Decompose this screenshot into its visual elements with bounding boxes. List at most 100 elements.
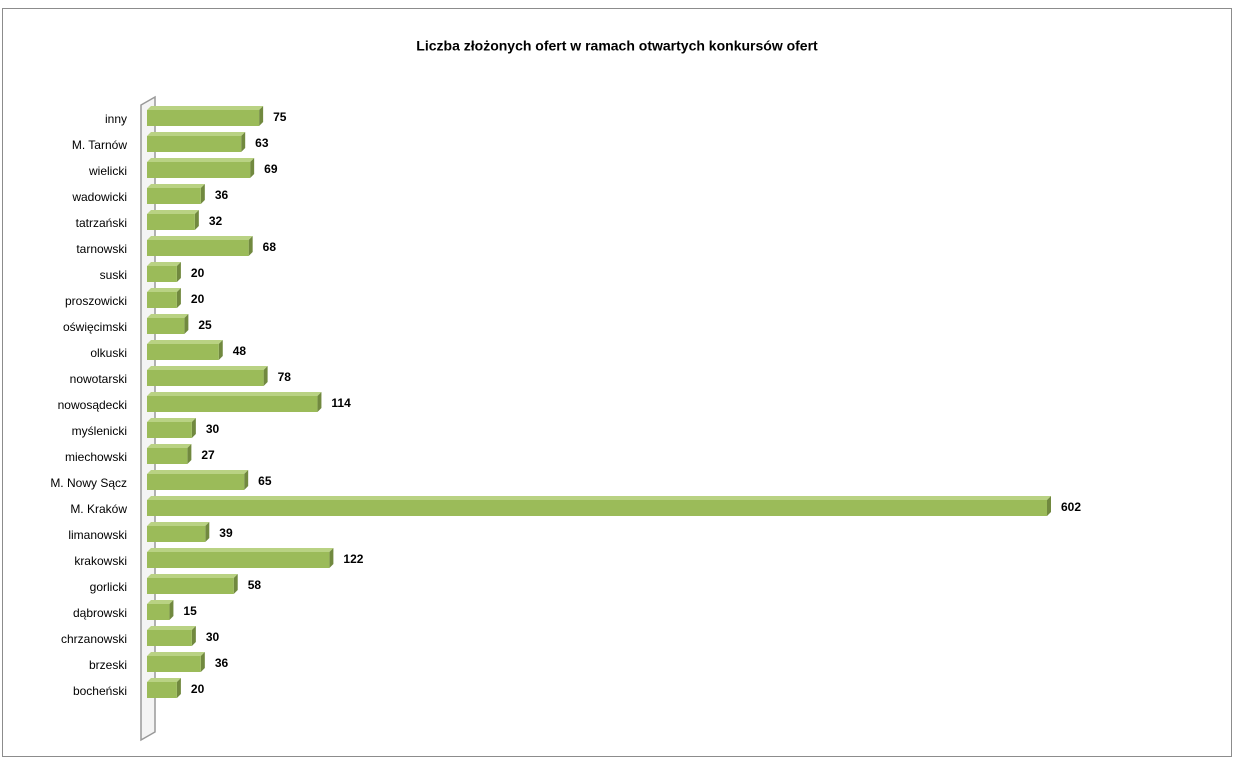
value-label: 68 <box>263 240 277 254</box>
y-tick-label: tarnowski <box>76 242 127 256</box>
bar-front <box>147 266 177 282</box>
bar-front <box>147 136 242 152</box>
y-tick-label: M. Kraków <box>70 502 127 516</box>
bar-top <box>147 340 223 344</box>
value-label: 39 <box>219 526 233 540</box>
y-tick-label: inny <box>105 112 127 126</box>
value-label: 48 <box>233 344 247 358</box>
bar-side <box>263 366 268 386</box>
bar-top <box>147 314 189 318</box>
bar-side <box>329 548 334 568</box>
value-label: 30 <box>206 630 220 644</box>
bar-side <box>184 314 189 334</box>
bar-top <box>147 262 181 266</box>
bar-top <box>147 210 199 214</box>
bar-front <box>147 630 192 646</box>
bar-side <box>176 262 181 282</box>
value-label: 602 <box>1061 500 1081 514</box>
y-tick-label: miechowski <box>65 450 127 464</box>
bar-top <box>147 158 255 162</box>
value-label: 36 <box>215 188 229 202</box>
bar-side <box>259 106 264 126</box>
bar <box>147 652 205 672</box>
y-tick-label: proszowicki <box>65 294 127 308</box>
bar-side <box>218 340 223 360</box>
bar-front <box>147 474 245 490</box>
bar-side <box>187 444 192 464</box>
bar-front <box>147 448 188 464</box>
bar-top <box>147 236 253 240</box>
value-label: 20 <box>191 292 205 306</box>
y-tick-label: olkuski <box>90 346 127 360</box>
bar <box>147 574 238 594</box>
value-label: 65 <box>258 474 272 488</box>
bar-top <box>147 418 196 422</box>
bar <box>147 288 181 308</box>
y-tick-label: brzeski <box>89 658 127 672</box>
y-tick-label: nowosądecki <box>58 398 127 412</box>
bar-top <box>147 106 264 110</box>
bar-front <box>147 188 201 204</box>
bar <box>147 158 255 178</box>
bar <box>147 236 253 256</box>
bar-top <box>147 548 334 552</box>
value-label: 58 <box>248 578 262 592</box>
bar-front <box>147 578 234 594</box>
y-tick-label: gorlicki <box>90 580 127 594</box>
bar-side <box>200 184 205 204</box>
value-label: 20 <box>191 266 205 280</box>
bar <box>147 496 1051 516</box>
bar-side <box>1047 496 1051 516</box>
bar <box>147 548 334 568</box>
bar-top <box>147 470 249 474</box>
bar-front <box>147 656 201 672</box>
y-tick-label: wadowicki <box>71 190 127 204</box>
bar-front <box>147 344 219 360</box>
bar-front <box>147 604 170 620</box>
bar-side <box>317 392 322 412</box>
bar <box>147 392 322 412</box>
y-tick-label: oświęcimski <box>63 320 127 334</box>
bar-top <box>147 444 192 448</box>
bar-side <box>194 210 199 230</box>
bar-top <box>147 288 181 292</box>
bar <box>147 184 205 204</box>
bar <box>147 366 268 386</box>
bar-front <box>147 526 206 542</box>
value-label: 114 <box>331 396 351 410</box>
value-label: 32 <box>209 214 223 228</box>
bar-side <box>176 288 181 308</box>
chart-title: Liczba złożonych ofert w ramach otwartyc… <box>416 38 818 54</box>
value-label: 36 <box>215 656 229 670</box>
bar-top <box>147 652 205 656</box>
bar-front <box>147 214 195 230</box>
y-tick-label: chrzanowski <box>61 632 127 646</box>
bar-top <box>147 496 1051 500</box>
bar <box>147 340 223 360</box>
bar <box>147 106 264 126</box>
y-tick-label: nowotarski <box>70 372 127 386</box>
y-tick-label: bocheński <box>73 684 127 698</box>
bar-top <box>147 626 196 630</box>
value-label: 30 <box>206 422 220 436</box>
y-tick-label: M. Tarnów <box>72 138 127 152</box>
bar-front <box>147 318 185 334</box>
bar-side <box>200 652 205 672</box>
value-label: 15 <box>183 604 197 618</box>
y-tick-label: krakowski <box>74 554 127 568</box>
bar <box>147 314 189 334</box>
value-label: 20 <box>191 682 205 696</box>
y-tick-label: tatrzański <box>76 216 127 230</box>
bar <box>147 678 181 698</box>
bar <box>147 210 199 230</box>
bar-front <box>147 682 177 698</box>
value-label: 25 <box>198 318 212 332</box>
bar <box>147 132 246 152</box>
bar-top <box>147 600 174 604</box>
bar <box>147 418 196 438</box>
y-tick-label: suski <box>100 268 127 282</box>
bar-side <box>191 626 196 646</box>
bar <box>147 626 196 646</box>
